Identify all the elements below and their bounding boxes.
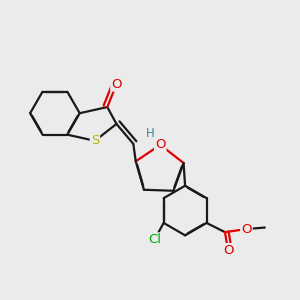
Text: O: O: [223, 244, 233, 257]
Text: S: S: [91, 134, 99, 147]
Text: O: O: [155, 138, 166, 151]
Text: H: H: [146, 127, 154, 140]
Text: O: O: [111, 78, 122, 91]
Text: Cl: Cl: [148, 233, 161, 246]
Text: O: O: [241, 223, 252, 236]
